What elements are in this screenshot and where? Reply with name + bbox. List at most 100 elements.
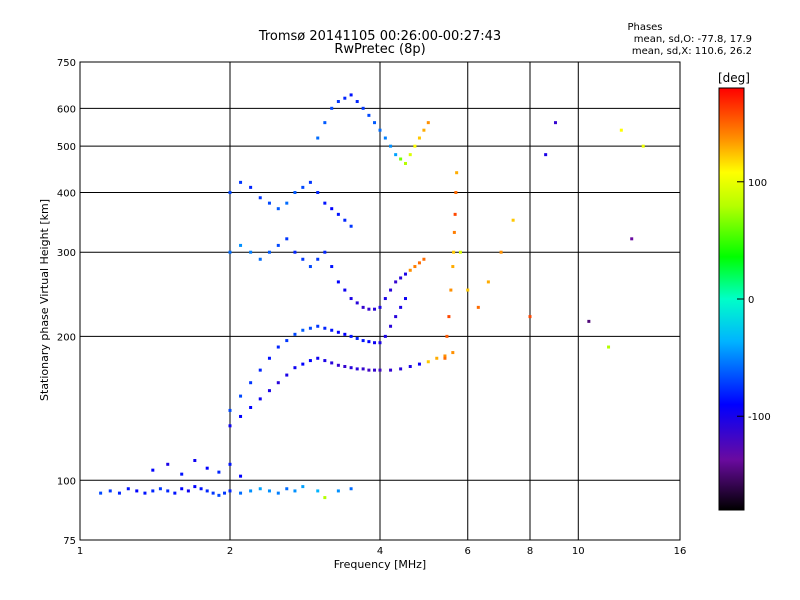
data-point [336,280,340,284]
phases-x-stats: mean, sd,X: 110.6, 26.2 [632,46,752,57]
data-point [403,297,407,301]
data-point [452,230,456,234]
data-point [267,489,271,493]
x-tick-label: 8 [527,546,533,557]
data-point [361,305,365,309]
data-point [451,265,455,269]
data-point [258,368,262,372]
data-point [239,414,243,418]
data-point [378,341,382,345]
colorbar-ticks: 100 0 -100 [737,178,771,423]
data-point [316,136,320,140]
data-point [451,351,455,355]
data-point [330,361,334,365]
data-point [394,153,398,157]
data-point [336,330,340,334]
data-point [239,180,243,184]
data-point [308,265,312,269]
colorbar-label: [deg] [718,71,750,85]
data-point [308,359,312,363]
data-point [173,491,177,495]
x-axis-label: Frequency [MHz] [334,558,426,571]
data-point [316,190,320,194]
data-point [349,366,353,370]
data-point [276,207,280,211]
data-point [378,368,382,372]
data-point [373,368,377,372]
data-point [383,297,387,301]
data-point [449,288,453,292]
data-point [417,136,421,140]
data-point [316,324,320,328]
x-tick-label: 6 [465,546,471,557]
data-point [276,381,280,385]
data-point [285,487,289,491]
data-point [349,297,353,301]
chart-subtitle: RwPretec (8p) [334,42,425,57]
data-point [458,250,462,254]
data-point [293,366,297,370]
y-tick-label: 300 [57,248,76,259]
data-point [228,462,232,466]
data-point [399,367,403,371]
data-point [607,345,611,349]
data-point [308,180,312,184]
data-point [336,363,340,367]
data-point [249,185,253,189]
data-point [355,100,359,104]
data-point [166,462,170,466]
data-point [413,144,417,148]
data-point [466,288,470,292]
data-point [276,345,280,349]
data-point [367,368,371,372]
data-point [417,362,421,366]
data-point [126,487,130,491]
data-point [330,328,334,332]
data-point [239,394,243,398]
data-point [476,305,480,309]
data-point [361,106,365,110]
data-point [389,144,393,148]
data-point [323,326,327,330]
data-point [301,257,305,261]
data-point [180,487,184,491]
x-tick-label: 16 [674,546,687,557]
data-point [361,367,365,371]
data-point [258,397,262,401]
data-point [455,171,459,175]
data-point [293,250,297,254]
data-point [587,319,591,323]
data-point [285,237,289,241]
data-point [301,328,305,332]
data-point [408,153,412,157]
data-point [323,496,327,500]
y-axis-ticks: 75 100 200 300 400 500 600 750 [57,58,76,547]
data-point [378,128,382,132]
data-point [180,472,184,476]
data-point [447,315,451,319]
data-point [399,276,403,280]
data-points [99,93,645,500]
y-axis-label: Stationary phase Virtual Height [km] [38,199,51,401]
data-point [99,491,103,495]
data-point [258,487,262,491]
data-point [258,196,262,200]
data-point [330,207,334,211]
colorbar-tick-label: -100 [748,412,771,423]
data-point [267,389,271,393]
data-point [323,250,327,254]
data-point [293,332,297,336]
data-point [308,326,312,330]
y-tick-label: 500 [57,142,76,153]
data-point [355,336,359,340]
data-point [228,250,232,254]
data-point [249,405,253,409]
data-point [258,257,262,261]
data-point [158,487,162,491]
data-point [239,491,243,495]
data-point [399,305,403,309]
data-point [443,354,447,358]
data-point [435,356,439,360]
plot-frame [79,61,681,541]
